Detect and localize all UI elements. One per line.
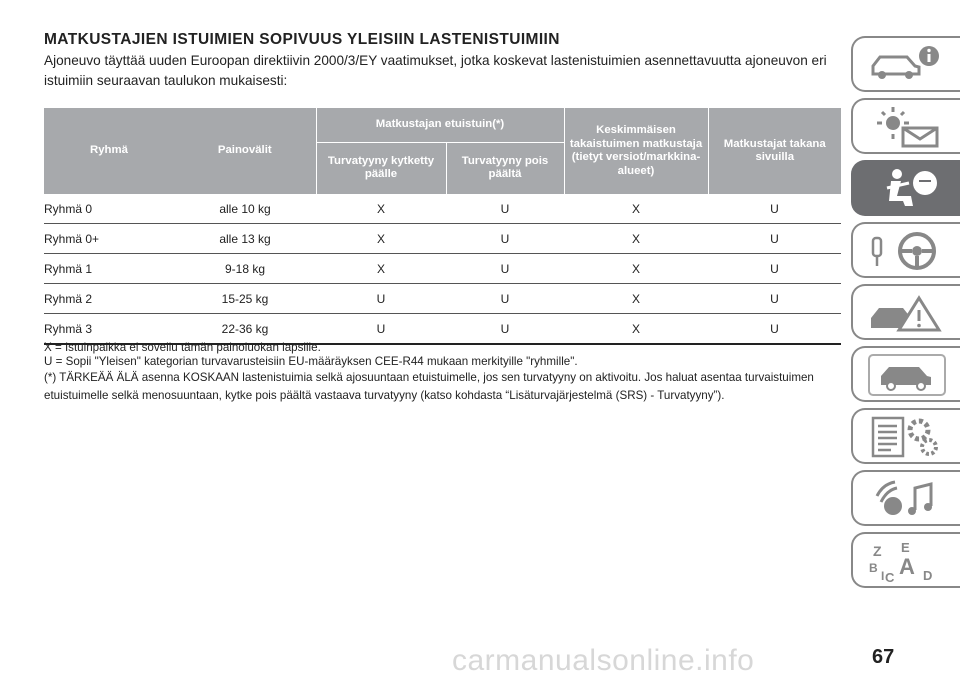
cell-rear-center: X [564,223,708,254]
table-row: Ryhmä 2 15-25 kg U U X U [44,283,841,314]
cell-group: Ryhmä 1 [44,253,174,284]
header-airbag-off: Turvatyyny pois päältä [445,141,564,194]
sidebar-tab-car-info[interactable] [851,36,960,92]
car-maintenance-icon [868,354,946,396]
intro-paragraph: Ajoneuvo täyttää uuden Euroopan direktii… [44,53,827,88]
cell-airbag-off: U [446,223,564,254]
note-x: X = Istuinpaikka ei sovellu tämän painol… [44,341,321,354]
breakdown-icon [871,295,942,332]
sidebar-tab-driving[interactable] [851,222,960,278]
index-icon: Z E B A C D I [869,540,932,584]
cell-airbag-off: U [446,253,564,284]
header-airbag-on: Turvatyyny kytketty päälle [315,141,446,194]
warning-lights-icon [877,107,939,148]
svg-text:A: A [899,554,915,579]
header-front-seat: Matkustajan etuistuin(*) [315,108,564,142]
cell-rear-center: X [564,283,708,314]
svg-text:E: E [901,540,910,555]
sidebar-tab-index[interactable]: Z E B A C D I [851,532,960,588]
seat-airbag-icon [886,169,937,206]
header-group: Ryhmä [44,108,174,194]
table-notes: X = Istuinpaikka ei sovellu tämän painol… [44,341,844,404]
svg-text:I: I [881,569,884,583]
page-number: 67 [872,646,895,668]
car-info-icon [871,46,939,79]
cell-rear-sides: U [708,194,841,224]
multimedia-icon [875,480,933,515]
cell-rear-center: X [564,253,708,284]
sidebar-tab-technical[interactable] [851,408,960,464]
svg-text:B: B [869,561,878,575]
note-important: (*) TÄRKEÄÄ ÄLÄ asenna KOSKAAN lastenist… [44,371,814,402]
cell-weight: 9-18 kg [174,253,316,284]
technical-data-icon [871,416,938,458]
sidebar-tab-maintenance[interactable] [851,346,960,402]
table-row: Ryhmä 0+ alle 13 kg X U X U [44,223,841,254]
cell-weight: 22-36 kg [174,313,316,345]
cell-group: Ryhmä 2 [44,283,174,314]
cell-group: Ryhmä 0+ [44,223,174,254]
cell-airbag-on: X [316,253,446,284]
cell-group: Ryhmä 3 [44,313,174,345]
header-rear-sides: Matkustajat takana sivuilla [707,108,841,194]
cell-group: Ryhmä 0 [44,194,174,224]
cell-weight: 15-25 kg [174,283,316,314]
svg-text:D: D [923,568,932,583]
cell-rear-center: X [564,313,708,345]
cell-weight: alle 10 kg [174,194,316,224]
svg-text:Z: Z [873,543,882,559]
cell-rear-sides: U [708,283,841,314]
cell-rear-center: X [564,194,708,224]
cell-airbag-on: U [316,283,446,314]
cell-weight: alle 13 kg [174,223,316,254]
cell-airbag-off: U [446,194,564,224]
sidebar-tab-multimedia[interactable] [851,470,960,526]
cell-airbag-on: U [316,313,446,345]
sidebar-tab-warning-lights[interactable] [851,98,960,154]
child-seat-table: Ryhmä Painovälit Matkustajan etuistuin(*… [44,108,841,345]
page-title: MATKUSTAJIEN ISTUIMIEN SOPIVUUS YLEISIIN… [44,31,560,48]
cell-rear-sides: U [708,223,841,254]
table-row: Ryhmä 0 alle 10 kg X U X U [44,194,841,224]
header-weight: Painovälit [174,108,316,194]
note-u: U = Sopii "Yleisen" kategorian turvavaru… [44,355,578,368]
cell-rear-sides: U [708,253,841,284]
sidebar-tab-safety[interactable] [851,160,960,216]
table-row: Ryhmä 1 9-18 kg X U X U [44,253,841,284]
header-rear-center: Keskimmäisen takaistuimen matkustaja (ti… [563,108,708,194]
cell-airbag-off: U [446,283,564,314]
cell-airbag-on: X [316,194,446,224]
cell-rear-sides: U [708,313,841,345]
chapter-sidebar: Z E B A C D I [851,36,960,594]
cell-airbag-off: U [446,313,564,345]
svg-text:C: C [885,570,895,584]
steering-wheel-icon [871,232,936,270]
table-row: Ryhmä 3 22-36 kg U U X U [44,313,841,345]
watermark: carmanualsonline.info [452,644,755,677]
sidebar-tab-emergency[interactable] [851,284,960,340]
cell-airbag-on: X [316,223,446,254]
